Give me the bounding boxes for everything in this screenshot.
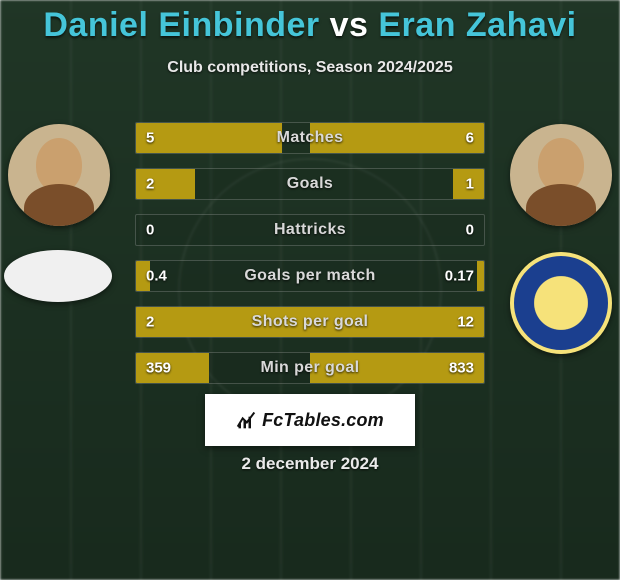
stat-value-right: 833 — [449, 360, 474, 377]
stat-value-right: 1 — [466, 176, 474, 193]
title-player-2: Eran Zahavi — [378, 6, 576, 44]
stat-label: Goals — [287, 175, 333, 193]
player-1-avatar — [8, 124, 110, 226]
stat-row: 0 0 Hattricks — [135, 214, 485, 246]
stat-value-left: 0 — [146, 222, 154, 239]
stat-label: Matches — [277, 129, 344, 147]
stat-row: 0.4 0.17 Goals per match — [135, 260, 485, 292]
stat-row: 2 12 Shots per goal — [135, 306, 485, 338]
comparison-card: Daniel Einbinder vs Eran Zahavi Club com… — [0, 0, 620, 580]
stat-bar-left — [136, 123, 282, 153]
stat-value-left: 0.4 — [146, 268, 167, 285]
fctables-logo: FcTables.com — [205, 394, 415, 446]
stat-value-right: 12 — [457, 314, 474, 331]
stat-value-left: 2 — [146, 314, 154, 331]
chart-icon — [236, 410, 256, 430]
title-vs: vs — [330, 6, 369, 44]
page-title: Daniel Einbinder vs Eran Zahavi — [0, 0, 620, 45]
title-player-1: Daniel Einbinder — [43, 6, 319, 44]
stat-value-left: 5 — [146, 130, 154, 147]
stat-row: 359 833 Min per goal — [135, 352, 485, 384]
stat-bar-right — [477, 261, 484, 291]
player-2-avatar — [510, 124, 612, 226]
stat-value-right: 0.17 — [445, 268, 474, 285]
stat-value-left: 2 — [146, 176, 154, 193]
stat-value-right: 0 — [466, 222, 474, 239]
stat-value-right: 6 — [466, 130, 474, 147]
stats-bars: 5 6 Matches 2 1 Goals 0 0 Hattricks 0.4 0.17 Goals … — [135, 122, 485, 398]
stat-bar-left — [136, 169, 195, 199]
stat-value-left: 359 — [146, 360, 171, 377]
stat-row: 5 6 Matches — [135, 122, 485, 154]
stat-label: Shots per goal — [252, 313, 369, 331]
stat-label: Hattricks — [274, 221, 346, 239]
snapshot-date: 2 december 2024 — [241, 454, 378, 474]
stat-label: Min per goal — [260, 359, 359, 377]
logo-text: FcTables.com — [262, 410, 384, 431]
stat-label: Goals per match — [244, 267, 375, 285]
subtitle: Club competitions, Season 2024/2025 — [0, 59, 620, 77]
player-2-club-badge — [510, 252, 612, 354]
player-1-club-badge — [4, 250, 112, 302]
stat-row: 2 1 Goals — [135, 168, 485, 200]
